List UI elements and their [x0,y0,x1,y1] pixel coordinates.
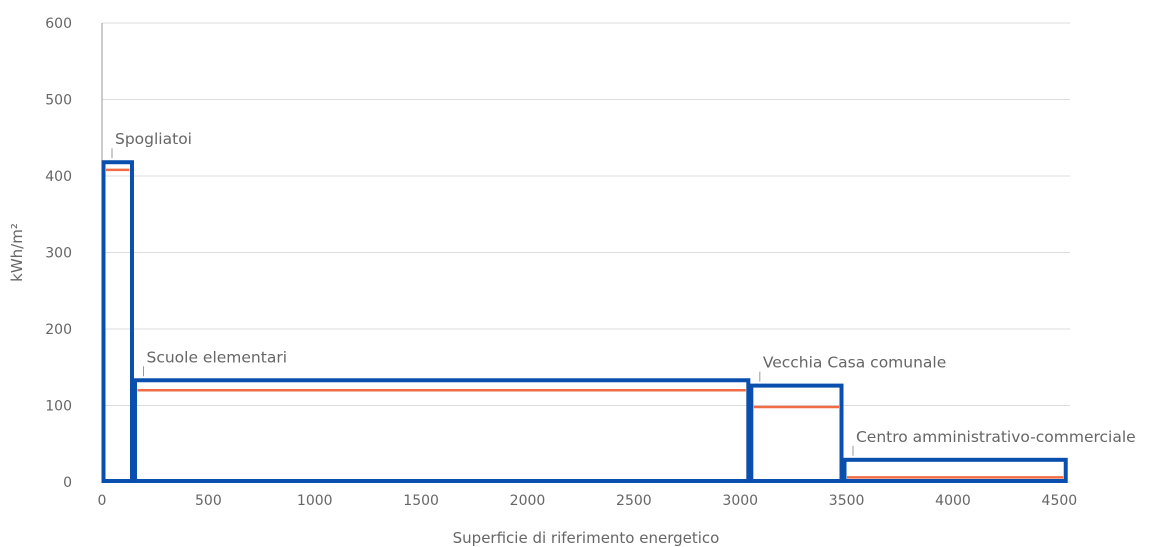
bar-2[interactable] [132,378,751,484]
x-tick-label: 1000 [297,493,333,509]
y-tick-label: 200 [45,322,72,338]
bar-1[interactable] [101,160,134,483]
x-tick-label: 1500 [403,493,439,509]
y-tick-label: 100 [45,399,72,415]
x-tick-label: 500 [195,493,222,509]
grid-lines [102,22,1070,483]
x-tick-label: 4000 [935,493,971,509]
x-tick-label: 2500 [616,493,652,509]
bars [101,160,1068,484]
bar-label: Centro amministrativo-commerciale [856,428,1136,446]
x-tick-label: 3500 [829,493,865,509]
bar-3[interactable] [749,383,844,483]
y-axis-ticks: 0 100 200 300 400 500 600 [45,16,72,491]
bar-label: Spogliatoi [115,130,192,148]
y-tick-label: 600 [45,16,72,32]
x-tick-label: 2000 [510,493,546,509]
x-axis-title: Superficie di riferimento energetico [453,529,720,547]
x-tick-label: 4500 [1042,493,1078,509]
bar-labels: Spogliatoi Scuole elementari Vecchia Casa … [111,130,1136,456]
y-tick-label: 0 [63,475,72,491]
y-tick-label: 500 [45,93,72,109]
bar-4[interactable] [842,457,1068,484]
y-tick-label: 400 [45,169,72,185]
bar-label: Scuole elementari [146,348,287,366]
x-tick-label: 0 [98,493,107,509]
y-tick-label: 300 [45,246,72,262]
x-axis-ticks: 0 500 1000 1500 2000 2500 3000 3500 4000 4500 [98,493,1078,509]
bar-label: Vecchia Casa comunale [763,354,946,372]
y-axis-title: kWh/m² [8,223,26,282]
x-tick-label: 3000 [722,493,758,509]
